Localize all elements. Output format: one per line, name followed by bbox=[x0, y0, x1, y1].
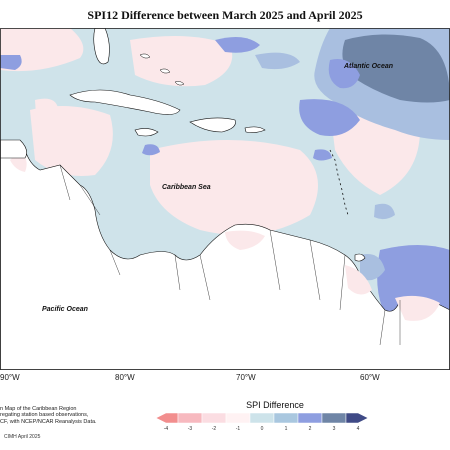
pink-patch-gulf bbox=[30, 106, 113, 176]
pink-patch-nw bbox=[35, 98, 58, 116]
land-jamaica bbox=[134, 128, 159, 137]
blue-patch-north2 bbox=[255, 52, 300, 70]
footnote-line-1: n Map of the Caribbean Region bbox=[0, 406, 77, 412]
legend-tick-label: -4 bbox=[163, 426, 169, 432]
label-atlantic-ocean: Atlantic Ocean bbox=[344, 63, 394, 70]
pink-patch-venezuela bbox=[225, 230, 265, 250]
pink-patch-central bbox=[150, 140, 318, 235]
land-bahamas-3 bbox=[174, 81, 185, 86]
lon-tick-60w: 60°W bbox=[360, 373, 380, 382]
legend-swatch bbox=[249, 412, 275, 424]
legend-swatch bbox=[201, 412, 227, 424]
blue-patch-atlantic-dark bbox=[342, 34, 450, 103]
legend-tick-label: 1 bbox=[284, 426, 288, 432]
blue-patch-west bbox=[0, 55, 22, 70]
legend-tick-label: 0 bbox=[260, 426, 264, 432]
land-hispaniola bbox=[189, 117, 236, 133]
legend-swatch bbox=[155, 412, 179, 424]
legend-swatch bbox=[345, 412, 369, 424]
pink-patch-south-america-east bbox=[395, 295, 440, 321]
legend-tick-label: 4 bbox=[356, 426, 360, 432]
lon-tick-70w: 70°W bbox=[236, 373, 256, 382]
lon-tick-90w: 90°W bbox=[0, 373, 20, 382]
blue-patch-small3 bbox=[374, 203, 395, 220]
blue-patch-north1 bbox=[215, 36, 260, 53]
land-trinidad bbox=[354, 253, 366, 262]
legend-tick-label: 2 bbox=[308, 426, 312, 432]
border-lines bbox=[59, 164, 401, 346]
land-bahamas-1 bbox=[139, 53, 151, 59]
label-caribbean-sea: Caribbean Sea bbox=[162, 184, 211, 191]
credit: CIMH April 2025 bbox=[4, 434, 41, 440]
footnote-line-2: regating station based observations, bbox=[0, 412, 89, 419]
legend-tick-label: -3 bbox=[187, 426, 193, 432]
legend-tick-label: -2 bbox=[211, 426, 217, 432]
legend-swatch bbox=[321, 412, 347, 424]
legend-swatch bbox=[177, 412, 203, 424]
blue-patch-central-atlantic bbox=[299, 99, 360, 136]
blue-patch-small1 bbox=[142, 144, 160, 156]
legend-swatch bbox=[273, 412, 299, 424]
land-cuba bbox=[69, 89, 181, 115]
blue-patch-small2 bbox=[313, 149, 332, 161]
caribbean-map bbox=[0, 28, 450, 370]
pink-patch-guyana bbox=[345, 265, 372, 295]
pink-patch-bahamas bbox=[130, 36, 233, 87]
legend-tick-label: -1 bbox=[235, 426, 241, 432]
land-bahamas-2 bbox=[159, 68, 171, 74]
legend-swatch bbox=[225, 412, 251, 424]
blue-patch-atlantic-mid bbox=[328, 59, 360, 89]
legend-tick-label: 3 bbox=[332, 426, 336, 432]
footnote: n Map of the Caribbean Region regating s… bbox=[0, 406, 97, 425]
label-pacific-ocean: Pacific Ocean bbox=[42, 306, 88, 313]
land-central-south-america bbox=[0, 149, 450, 370]
footnote-line-3: CF, with NCEP/NCAR Reanalysis Data. bbox=[0, 418, 97, 425]
map-title: SPI12 Difference between March 2025 and … bbox=[87, 8, 363, 22]
land-puerto-rico bbox=[244, 126, 266, 133]
lon-tick-80w: 80°W bbox=[115, 373, 135, 382]
legend-colorbar bbox=[155, 412, 369, 424]
land-florida bbox=[93, 28, 110, 65]
land-mexico-peninsula bbox=[0, 139, 27, 159]
blue-patch-lesser bbox=[360, 254, 385, 281]
legend-title: SPI Difference bbox=[246, 400, 304, 410]
legend-swatch bbox=[297, 412, 323, 424]
